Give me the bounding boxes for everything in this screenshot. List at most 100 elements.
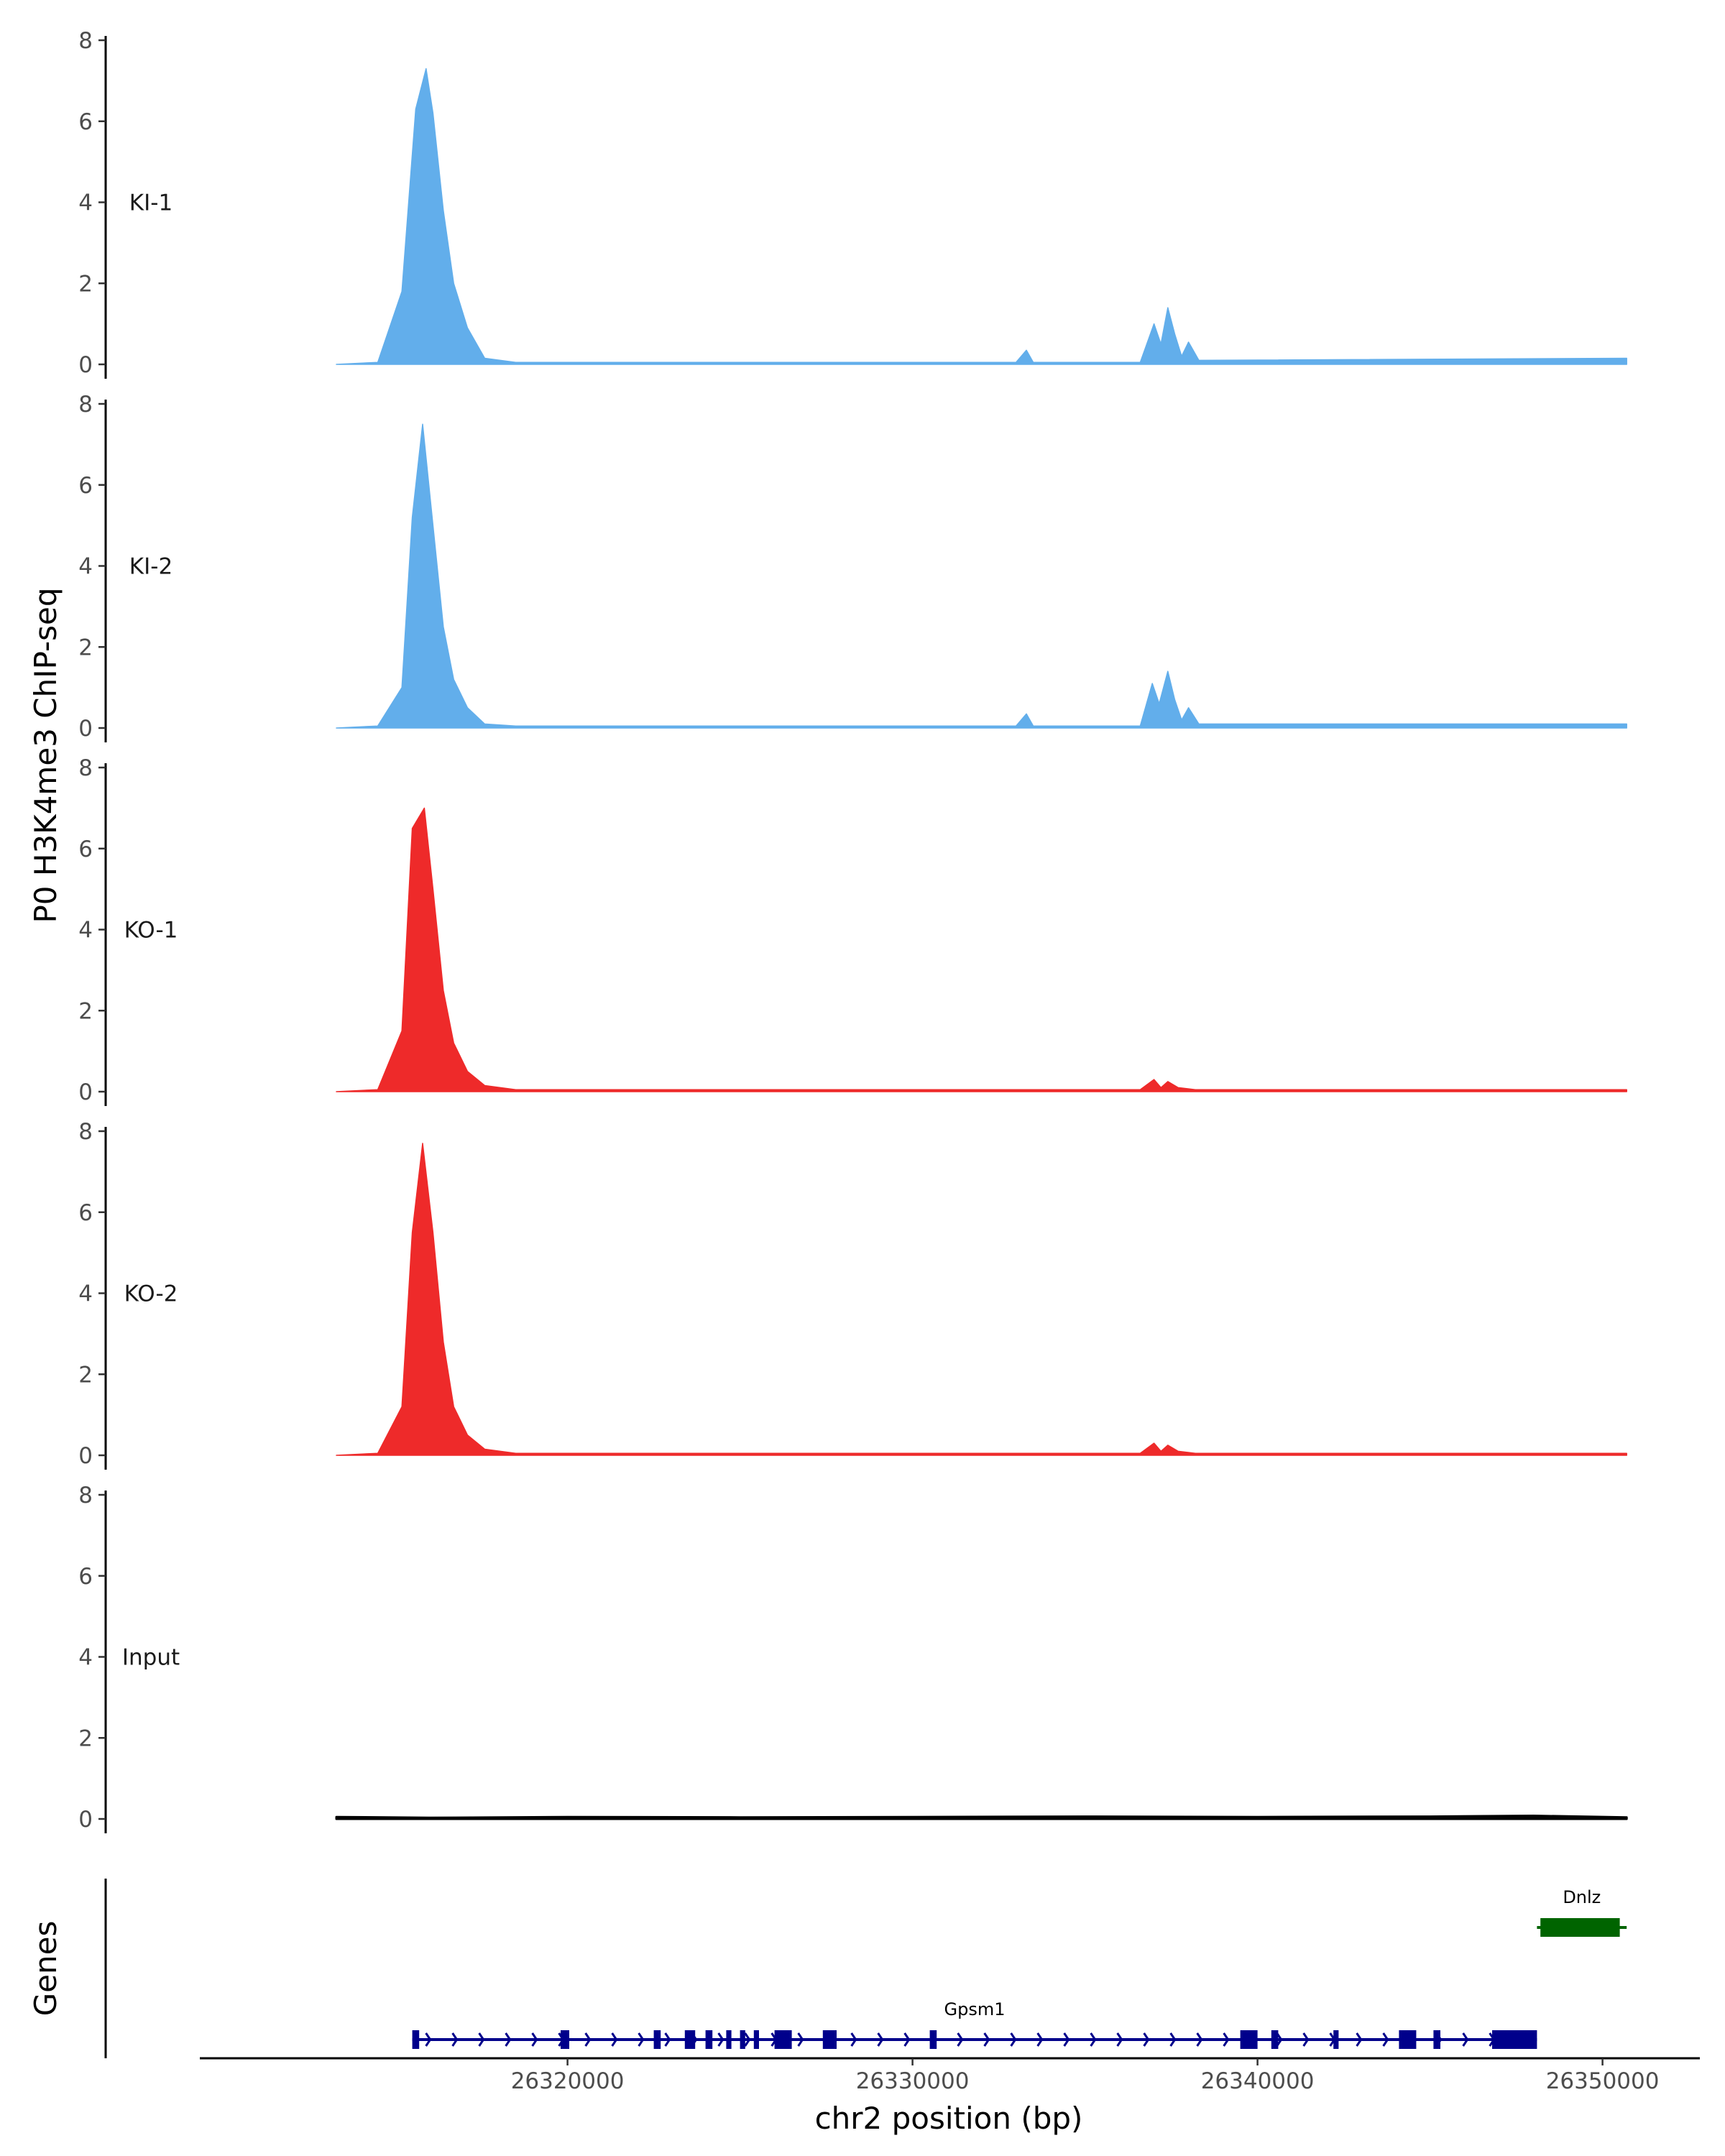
- track-ki-2: 0 2 4 6 8 KI-2: [78, 392, 1627, 742]
- gene-exon: [1240, 2030, 1258, 2049]
- gene-exon: [753, 2030, 759, 2049]
- strand-chevron: [1116, 2032, 1123, 2047]
- x-tick-label: 26340000: [1201, 2068, 1315, 2094]
- strand-chevron: [1010, 2032, 1017, 2047]
- gene-name-label: Gpsm1: [944, 1999, 1006, 2019]
- strand-chevron: [1196, 2032, 1203, 2047]
- gene-exon: [1433, 2030, 1440, 2049]
- y-tick-label: 8: [78, 392, 93, 418]
- strand-chevron: [611, 2032, 618, 2047]
- strand-chevron: [1090, 2032, 1097, 2047]
- strand-chevron: [1382, 2032, 1389, 2047]
- y-tick-label: 8: [78, 1119, 93, 1145]
- strand-chevron: [505, 2032, 512, 2047]
- gene-exon: [1271, 2030, 1279, 2049]
- track-ki-1: 0 2 4 6 8 KI-1: [78, 28, 1627, 379]
- track-label: KI-2: [129, 554, 172, 580]
- strand-chevron: [903, 2032, 911, 2047]
- signal-area: [336, 1143, 1627, 1456]
- strand-chevron: [584, 2032, 592, 2047]
- y-tick-label: 2: [78, 1726, 93, 1751]
- y-tick-label: 0: [78, 716, 93, 742]
- strand-chevron: [1036, 2032, 1044, 2047]
- strand-chevron: [797, 2032, 804, 2047]
- y-tick-label: 0: [78, 1443, 93, 1469]
- y-tick-label: 6: [78, 837, 93, 862]
- strand-chevron: [531, 2032, 538, 2047]
- strand-chevron: [1143, 2032, 1150, 2047]
- y-tick-label: 8: [78, 28, 93, 54]
- strand-chevron: [1356, 2032, 1363, 2047]
- gene-exon: [1333, 2030, 1339, 2049]
- track-label: KI-1: [129, 190, 172, 216]
- track-label: KO-2: [124, 1281, 178, 1307]
- y-tick-label: 2: [78, 271, 93, 297]
- gene-annotation-track: Gpsm1 Dnlz: [104, 1879, 1627, 2058]
- gene-exon: [822, 2030, 837, 2049]
- gene-exon: [684, 2030, 696, 2049]
- track-ko-1: 0 2 4 6 8 KO-1: [78, 755, 1627, 1106]
- gene-dnlz: Dnlz: [1537, 1887, 1627, 1937]
- gene-exon: [561, 2030, 569, 2049]
- y-tick-label: 4: [78, 918, 93, 944]
- y-tick-label: 8: [78, 755, 93, 781]
- x-tick-label: 26350000: [1546, 2068, 1660, 2094]
- gene-exon: [726, 2030, 732, 2049]
- track-label: KO-1: [124, 918, 178, 944]
- strand-chevron: [425, 2032, 432, 2047]
- gene-exon: [1399, 2030, 1417, 2049]
- gene-exon: [1540, 1918, 1620, 1937]
- y-tick-label: 6: [78, 1564, 93, 1590]
- track-ko-2: 0 2 4 6 8 KO-2: [78, 1119, 1627, 1470]
- strand-chevron: [717, 2032, 724, 2047]
- strand-chevron: [957, 2032, 964, 2047]
- x-axis: 26320000 26330000 26340000 26350000: [200, 2057, 1700, 2094]
- gene-exon: [705, 2030, 713, 2049]
- y-tick-label: 6: [78, 109, 93, 135]
- gene-exon: [412, 2030, 420, 2049]
- signal-area: [336, 68, 1627, 365]
- signal-tracks: 0 2 4 6 8 KI-1 0 2 4 6 8 KI-2 0 2 4 6 8 KO-1 0 2 4 6 8 KO-2 0 2 4 6…: [78, 28, 1628, 1833]
- y-tick-label: 8: [78, 1483, 93, 1508]
- gene-exon: [740, 2030, 745, 2049]
- gene-name-label: Dnlz: [1563, 1887, 1601, 1907]
- gene-gpsm1: Gpsm1: [412, 1999, 1537, 2049]
- strand-chevron: [478, 2032, 485, 2047]
- x-axis-title: chr2 position (bp): [815, 2101, 1083, 2136]
- gene-exon: [774, 2030, 792, 2049]
- strand-chevron: [1302, 2032, 1310, 2047]
- y-tick-label: 4: [78, 190, 93, 216]
- genes-axis-title: Genes: [28, 1921, 63, 2017]
- y-tick-label: 2: [78, 635, 93, 660]
- y-tick-label: 4: [78, 1281, 93, 1307]
- strand-chevron: [744, 2032, 751, 2047]
- strand-chevron: [983, 2032, 990, 2047]
- gene-exon: [653, 2030, 661, 2049]
- y-tick-label: 0: [78, 1807, 93, 1833]
- y-tick-label: 2: [78, 998, 93, 1024]
- gene-exon: [1492, 2030, 1537, 2049]
- y-tick-label: 4: [78, 554, 93, 580]
- y-axis-title: P0 H3K4me3 ChIP-seq: [28, 587, 63, 923]
- track-input: 0 2 4 6 8 Input: [78, 1483, 1628, 1833]
- strand-chevron: [850, 2032, 857, 2047]
- strand-chevron: [1169, 2032, 1177, 2047]
- gene-exon: [929, 2030, 937, 2049]
- strand-chevron: [1462, 2032, 1469, 2047]
- signal-area: [336, 807, 1627, 1092]
- strand-chevron: [1223, 2032, 1230, 2047]
- y-tick-label: 0: [78, 352, 93, 378]
- y-tick-label: 4: [78, 1645, 93, 1671]
- y-tick-label: 6: [78, 1200, 93, 1226]
- x-tick-label: 26330000: [856, 2068, 970, 2094]
- strand-chevron: [638, 2032, 645, 2047]
- y-tick-label: 6: [78, 473, 93, 499]
- y-tick-label: 2: [78, 1362, 93, 1388]
- track-label: Input: [122, 1645, 180, 1671]
- strand-chevron: [451, 2032, 459, 2047]
- strand-chevron: [664, 2032, 671, 2047]
- strand-chevron: [877, 2032, 884, 2047]
- signal-area: [335, 1815, 1628, 1820]
- strand-chevron: [1276, 2032, 1283, 2047]
